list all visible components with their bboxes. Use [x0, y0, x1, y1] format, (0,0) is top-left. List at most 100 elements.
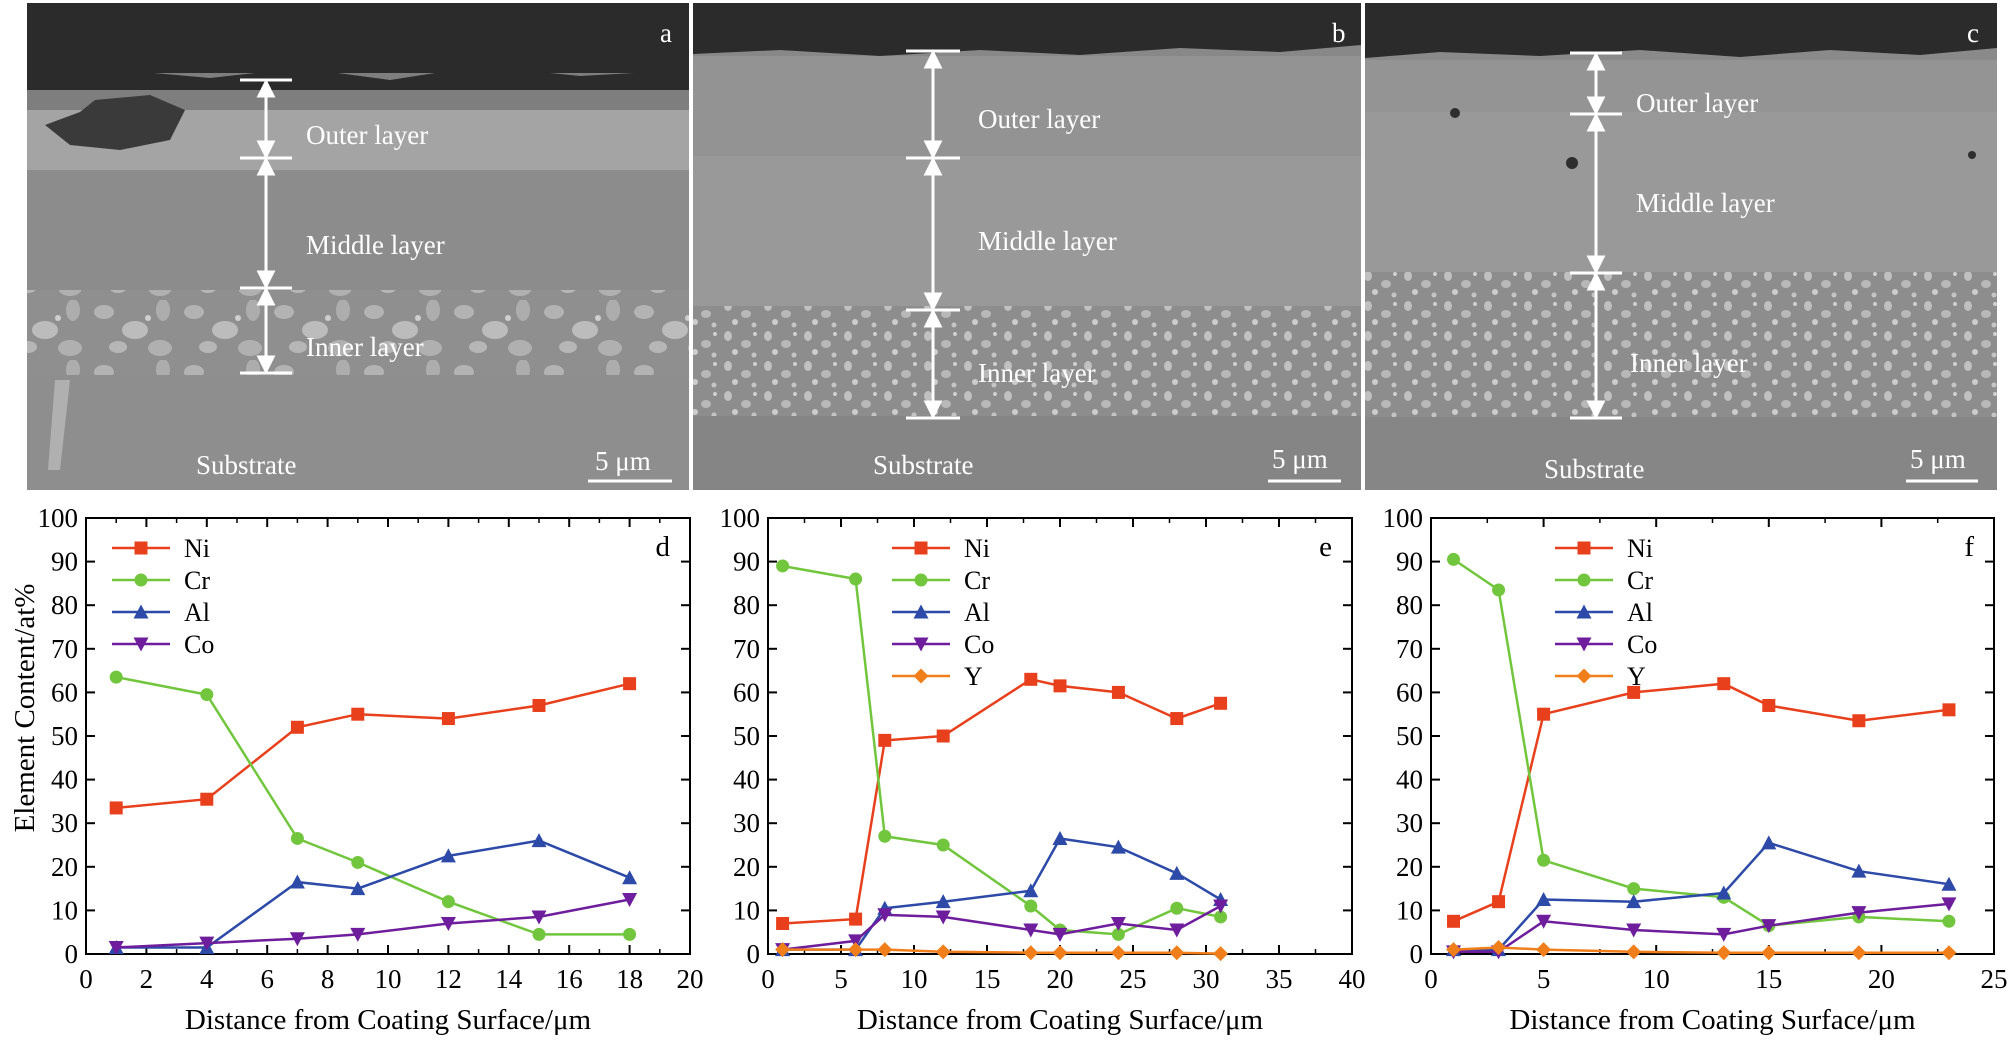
x-tick-label: 35	[1266, 964, 1293, 994]
legend-marker-al	[133, 604, 149, 619]
data-point-cr	[1537, 853, 1551, 867]
middle-layer-label: Middle layer	[306, 230, 445, 260]
x-tick-label: 0	[761, 964, 775, 994]
y-tick-label: 80	[733, 590, 760, 620]
outer-layer-label: Outer layer	[978, 104, 1100, 134]
data-point-y	[935, 944, 951, 960]
data-point-cr	[849, 572, 863, 586]
y-tick-label: 40	[51, 765, 78, 795]
y-tick-label: 10	[1396, 895, 1423, 925]
y-tick-label: 40	[1396, 765, 1423, 795]
data-point-al	[440, 848, 456, 863]
substrate-band	[693, 416, 1361, 490]
data-point-cr	[776, 559, 790, 573]
data-point-y	[1626, 944, 1642, 960]
series-line-al	[1453, 841, 1950, 951]
substrate-label: Substrate	[196, 450, 297, 480]
series-line-ni	[1453, 682, 1950, 923]
x-tick-label: 0	[1424, 964, 1438, 994]
data-point-al	[289, 874, 305, 889]
panel-letter: e	[1319, 531, 1332, 563]
y-tick-label: 60	[51, 677, 78, 707]
data-point-cr	[878, 829, 892, 843]
y-tick-label: 10	[733, 895, 760, 925]
data-point-al	[1851, 863, 1867, 878]
data-point-co	[935, 910, 951, 925]
data-point-cr	[1447, 552, 1461, 566]
data-point-y	[1023, 945, 1039, 961]
plot-f: 0 10 20 30 40 50 60 70 80 90 100 0 5 10 15 20 25 Distance…	[1383, 503, 2008, 1036]
legend-label-cr: Cr	[1627, 566, 1653, 595]
data-point-ni	[1447, 914, 1461, 928]
data-point-ni	[109, 801, 123, 815]
data-point-ni	[351, 707, 365, 721]
data-point-co	[1023, 923, 1039, 938]
x-tick-label: 30	[1193, 964, 1220, 994]
data-point-co	[1110, 916, 1126, 931]
inner-layer-label: Inner layer	[306, 332, 424, 362]
data-point-y	[1761, 945, 1777, 961]
inner-layer-label: Inner layer	[1630, 348, 1748, 378]
data-point-al	[1761, 835, 1777, 850]
y-tick-label: 0	[747, 939, 761, 969]
y-tick-label: 30	[733, 808, 760, 838]
y-tick-label: 0	[1410, 939, 1424, 969]
inner-layer-band	[27, 290, 689, 375]
x-tick-label: 0	[79, 964, 93, 994]
data-point-co	[848, 934, 864, 949]
x-tick-label: 25	[1120, 964, 1147, 994]
y-tick-label: 90	[1396, 547, 1423, 577]
y-tick-label: 100	[1383, 503, 1424, 533]
data-point-cr	[1492, 583, 1506, 597]
x-tick-label: 6	[260, 964, 274, 994]
outer-layer-label: Outer layer	[306, 120, 428, 150]
panel-letter: f	[1964, 531, 1974, 563]
y-tick-label: 40	[733, 765, 760, 795]
y-tick-label: 80	[1396, 590, 1423, 620]
inner-layer-band	[1365, 272, 1997, 417]
scale-bar-label: 5 μm	[595, 446, 651, 476]
data-point-co	[440, 916, 456, 931]
legend-marker-co	[133, 637, 149, 652]
panel-letter: d	[656, 531, 671, 563]
legend-marker-y	[913, 668, 929, 684]
data-point-ni	[1537, 707, 1551, 721]
series-line-co	[782, 904, 1222, 951]
data-point-y	[1491, 939, 1507, 955]
data-point-ni	[878, 733, 892, 747]
plot-frame	[1430, 517, 1995, 955]
x-tick-label: 40	[1339, 964, 1366, 994]
x-tick-label: 18	[616, 964, 643, 994]
data-point-ni	[532, 698, 546, 712]
legend-marker-cr	[914, 573, 928, 587]
x-tick-label: 10	[375, 964, 402, 994]
data-point-y	[1213, 946, 1229, 962]
data-point-y	[877, 942, 893, 958]
mounting-resin	[693, 3, 1361, 56]
y-tick-label: 30	[51, 808, 78, 838]
micrograph-b: b Outer layer Middle layer Inner layer S…	[693, 3, 1361, 490]
data-point-y	[848, 942, 864, 958]
data-point-cr	[109, 670, 123, 684]
micrograph-c: c Outer layer Middle layer Inner layer S…	[1365, 3, 1997, 490]
data-point-cr	[1214, 910, 1228, 924]
data-point-y	[1851, 945, 1867, 961]
data-point-al	[1536, 892, 1552, 906]
outer-layer-band	[1365, 60, 1997, 112]
data-point-co	[350, 927, 366, 942]
data-point-co	[1716, 927, 1732, 942]
substrate-band	[1365, 417, 1997, 490]
legend-label-y: Y	[964, 662, 983, 691]
middle-layer-label: Middle layer	[978, 226, 1117, 256]
y-tick-label: 90	[733, 547, 760, 577]
data-point-ni	[1024, 672, 1038, 686]
series-line-co	[1453, 902, 1950, 954]
y-tick-label: 70	[733, 634, 760, 664]
middle-layer-band	[27, 170, 689, 290]
data-point-ni	[776, 916, 790, 930]
legend-label-al: Al	[964, 598, 990, 627]
x-tick-label: 20	[677, 964, 704, 994]
legend-label-y: Y	[1627, 662, 1646, 691]
data-point-ni	[1111, 685, 1125, 699]
